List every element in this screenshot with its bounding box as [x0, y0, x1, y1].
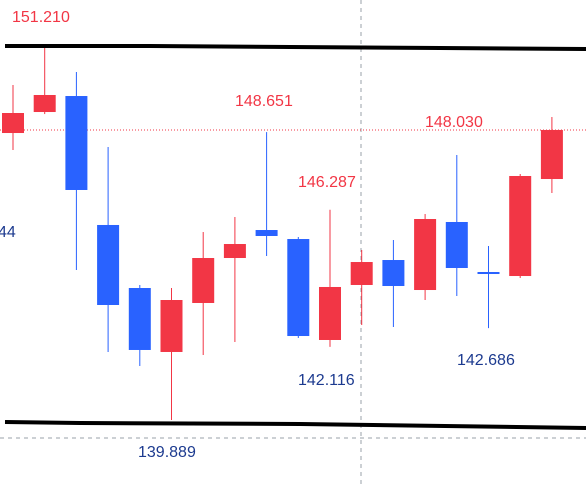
price-annotation: 151.210 [12, 9, 70, 26]
candle-body [223, 244, 246, 259]
candle-body [445, 221, 468, 268]
candle-body [192, 258, 215, 303]
candle-body [540, 129, 563, 180]
candle-body [350, 262, 373, 285]
price-annotation: 142.686 [457, 352, 515, 369]
candles [2, 48, 563, 421]
price-annotation: 44 [0, 224, 16, 241]
candle-body [287, 239, 310, 337]
candle-body [33, 94, 56, 113]
channel-bottom [4, 420, 586, 430]
price-annotation: 148.030 [425, 114, 483, 131]
candle-body [477, 272, 500, 275]
candle-body [414, 219, 437, 291]
candle-body [97, 224, 120, 305]
price-annotation: 142.116 [298, 372, 355, 389]
candle-body [65, 96, 88, 190]
candle-body [2, 113, 24, 134]
annotations: 151.210 148.651 146.287 148.030 142.116 142.6… [0, 9, 515, 461]
candle-body [128, 288, 151, 350]
channel-top [5, 44, 586, 51]
price-annotation: 146.287 [298, 174, 356, 191]
candle-body [319, 286, 341, 340]
candle-body [255, 230, 278, 236]
price-annotation: 148.651 [235, 93, 293, 110]
candle-body [509, 175, 532, 277]
candle-body [382, 260, 405, 287]
price-annotation: 139.889 [138, 444, 196, 461]
candle-body [160, 300, 183, 352]
